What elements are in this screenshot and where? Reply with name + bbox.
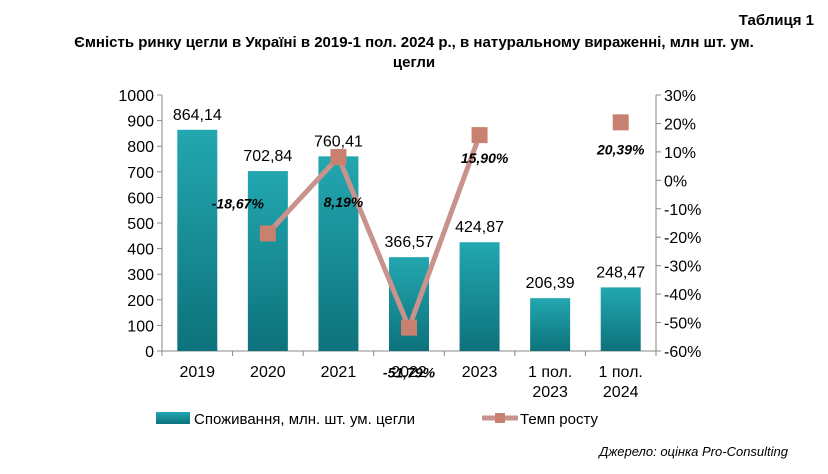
left-tick-label: 600 <box>127 190 154 207</box>
legend-bar-label: Споживання, млн. шт. ум. цегли <box>194 411 415 428</box>
growth-marker <box>401 319 417 336</box>
bar-value-label: 864,14 <box>173 107 222 124</box>
bar-value-label: 206,39 <box>526 275 575 292</box>
growth-marker <box>471 127 488 144</box>
x-tick-label: 2022 <box>391 364 427 381</box>
bar-value-label: 702,84 <box>243 148 292 165</box>
right-tick-label: 20% <box>664 116 696 133</box>
right-tick-label: -40% <box>664 287 701 304</box>
x-tick-label: 2024 <box>603 384 639 401</box>
bar-value-label: 424,87 <box>455 219 504 236</box>
right-tick-label: 30% <box>664 88 696 105</box>
growth-labels: -18,67% 8,19% -51,79% 15,90% 20,39% <box>212 141 645 380</box>
bar <box>459 242 500 351</box>
table-label: Таблиця 1 <box>738 12 814 29</box>
growth-line-path <box>266 134 482 331</box>
bar-labels: 864,14 702,84 760,41 366,57 424,87 206,39 248,… <box>173 107 645 292</box>
bar <box>530 298 571 351</box>
legend-line-marker <box>495 413 505 423</box>
right-tick-label: -10% <box>664 202 701 219</box>
growth-marker <box>612 114 629 131</box>
x-axis-labels: 2019 2020 2021 2022 2023 1 пол. 2023 1 пол. 2024 <box>179 364 642 401</box>
x-tick-label: 1 пол. <box>528 364 572 381</box>
right-tick-label: -30% <box>664 259 701 276</box>
growth-line <box>259 114 629 336</box>
bars <box>177 129 641 351</box>
legend-line-label: Темп росту <box>520 411 598 428</box>
growth-value-label: 8,19% <box>324 194 364 210</box>
bar-value-label: 760,41 <box>314 133 363 150</box>
chart-title-line-2: цегли <box>392 54 436 71</box>
bar-value-label: 366,57 <box>385 234 434 251</box>
growth-value-label: 15,90% <box>461 150 509 166</box>
bar <box>600 287 641 351</box>
growth-marker <box>330 149 347 166</box>
chart-title: Ємність ринку цегли в Україні в 2019-1 п… <box>0 33 828 73</box>
left-tick-label: 400 <box>127 242 154 259</box>
growth-value-label: 20,39% <box>596 141 645 157</box>
x-tick-label: 2019 <box>179 364 215 381</box>
bar <box>247 171 288 351</box>
x-tick-label: 2020 <box>250 364 286 381</box>
x-tick-label: 2023 <box>532 384 568 401</box>
left-tick-label: 200 <box>127 293 154 310</box>
left-tick-label: 100 <box>127 318 154 335</box>
left-tick-label: 0 <box>145 344 154 361</box>
left-tick-label: 1000 <box>118 88 154 105</box>
legend-bar-swatch <box>156 412 190 424</box>
x-tick-label: 2021 <box>321 364 357 381</box>
x-tick-label: 2023 <box>462 364 498 381</box>
axes: 0 100 200 300 400 500 600 700 800 900 1000 -60% -50%… <box>118 88 701 361</box>
legend: Споживання, млн. шт. ум. цегли Темп рост… <box>156 411 598 428</box>
right-tick-label: -60% <box>664 344 701 361</box>
bar <box>177 129 218 351</box>
growth-value-label: -18,67% <box>212 195 265 211</box>
right-tick-label: -50% <box>664 316 701 333</box>
left-tick-label: 800 <box>127 139 154 156</box>
source-note: Джерело: оцінка Pro-Consulting <box>599 444 788 459</box>
growth-marker <box>259 225 276 242</box>
right-tick-label: 10% <box>664 145 696 162</box>
growth-value-label: -51,79% <box>383 365 436 381</box>
x-tick-label: 1 пол. <box>599 364 643 381</box>
right-tick-label: -20% <box>664 230 701 247</box>
left-tick-label: 500 <box>127 216 154 233</box>
bar <box>389 257 429 351</box>
left-tick-label: 700 <box>127 165 154 182</box>
chart-title-line-1: Ємність ринку цегли в Україні в 2019-1 п… <box>74 34 754 51</box>
bar-value-label: 248,47 <box>596 264 645 281</box>
left-tick-label: 300 <box>127 267 154 284</box>
left-tick-label: 900 <box>127 114 154 131</box>
right-tick-label: 0% <box>664 173 687 190</box>
